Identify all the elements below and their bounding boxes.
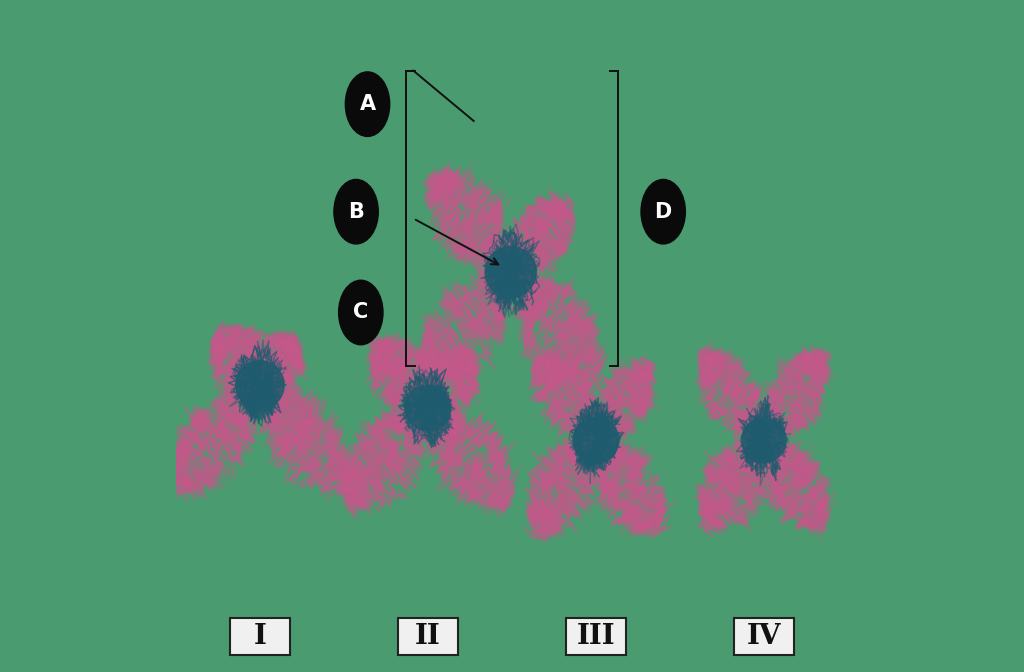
Circle shape (485, 247, 537, 298)
Circle shape (406, 385, 451, 431)
FancyBboxPatch shape (565, 618, 627, 655)
Text: II: II (415, 623, 441, 650)
Text: A: A (359, 94, 376, 114)
Ellipse shape (345, 72, 390, 136)
Circle shape (236, 361, 285, 409)
Ellipse shape (339, 280, 383, 345)
Ellipse shape (334, 179, 378, 244)
Circle shape (573, 417, 618, 463)
Text: B: B (348, 202, 365, 222)
FancyBboxPatch shape (229, 618, 290, 655)
Text: IV: IV (746, 623, 781, 650)
Text: C: C (353, 302, 369, 323)
Text: I: I (254, 623, 266, 650)
Circle shape (741, 418, 786, 462)
Text: D: D (654, 202, 672, 222)
Ellipse shape (641, 179, 685, 244)
Text: III: III (577, 623, 615, 650)
FancyBboxPatch shape (734, 618, 795, 655)
FancyBboxPatch shape (397, 618, 459, 655)
